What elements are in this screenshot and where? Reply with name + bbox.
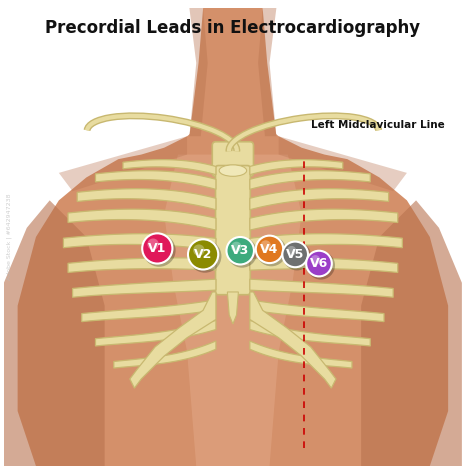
Circle shape — [147, 238, 159, 250]
Polygon shape — [250, 300, 384, 322]
Polygon shape — [95, 171, 216, 190]
Circle shape — [260, 240, 271, 251]
Circle shape — [256, 236, 286, 266]
Polygon shape — [68, 258, 216, 273]
Circle shape — [193, 245, 205, 256]
Ellipse shape — [219, 165, 246, 176]
Polygon shape — [4, 201, 105, 466]
Polygon shape — [250, 258, 398, 273]
Polygon shape — [18, 8, 448, 466]
Polygon shape — [114, 341, 216, 368]
Polygon shape — [361, 201, 462, 466]
Text: Precordial Leads in Electrocardiography: Precordial Leads in Electrocardiography — [46, 19, 420, 37]
Circle shape — [306, 251, 332, 276]
Polygon shape — [250, 292, 336, 388]
Polygon shape — [279, 136, 407, 191]
Polygon shape — [73, 279, 216, 297]
FancyBboxPatch shape — [212, 142, 254, 176]
Polygon shape — [250, 171, 370, 190]
Circle shape — [227, 237, 254, 264]
Polygon shape — [250, 160, 343, 175]
Text: Left Midclavicular Line: Left Midclavicular Line — [311, 120, 445, 130]
Polygon shape — [77, 189, 216, 210]
Circle shape — [231, 242, 242, 252]
Polygon shape — [250, 189, 389, 210]
Circle shape — [189, 240, 221, 273]
Text: V5: V5 — [286, 248, 304, 261]
Text: V4: V4 — [260, 243, 279, 256]
Polygon shape — [164, 155, 301, 466]
Polygon shape — [59, 136, 187, 191]
Polygon shape — [68, 209, 216, 230]
Polygon shape — [130, 292, 216, 388]
Circle shape — [283, 242, 311, 271]
FancyBboxPatch shape — [216, 165, 250, 295]
Circle shape — [188, 239, 218, 270]
Text: V6: V6 — [310, 257, 328, 270]
Polygon shape — [95, 320, 216, 346]
Circle shape — [143, 234, 176, 267]
Circle shape — [227, 237, 257, 268]
Circle shape — [142, 233, 173, 264]
Circle shape — [287, 246, 296, 255]
Polygon shape — [123, 160, 216, 175]
Circle shape — [283, 242, 308, 267]
Circle shape — [307, 251, 335, 280]
Circle shape — [256, 236, 283, 263]
Polygon shape — [250, 320, 370, 346]
Polygon shape — [190, 8, 276, 136]
Polygon shape — [250, 234, 402, 250]
Text: V3: V3 — [231, 244, 249, 257]
Polygon shape — [250, 279, 393, 297]
Text: V1: V1 — [148, 242, 166, 255]
Text: V2: V2 — [194, 248, 212, 261]
Polygon shape — [258, 8, 276, 136]
Polygon shape — [228, 292, 238, 324]
Circle shape — [310, 255, 320, 265]
Polygon shape — [250, 341, 352, 368]
Polygon shape — [190, 8, 208, 136]
Text: Adobe Stock | #642947238: Adobe Stock | #642947238 — [7, 194, 12, 280]
Polygon shape — [250, 209, 398, 230]
Polygon shape — [82, 300, 216, 322]
Polygon shape — [64, 234, 216, 250]
